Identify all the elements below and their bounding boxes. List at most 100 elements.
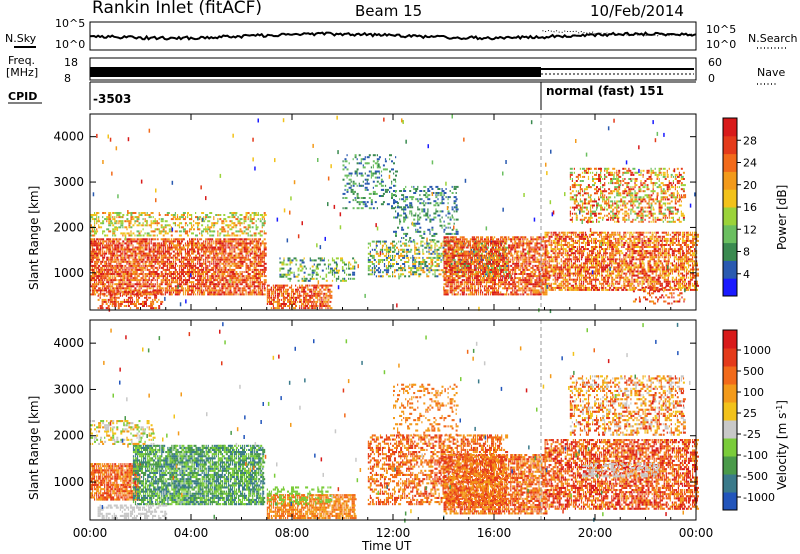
heatmap-cell bbox=[209, 260, 211, 263]
heatmap-cell bbox=[160, 293, 163, 296]
heatmap-cell bbox=[142, 234, 145, 237]
heatmap-cell bbox=[261, 283, 265, 286]
heatmap-cell bbox=[396, 263, 399, 265]
heatmap-cell bbox=[331, 259, 335, 262]
heatmap-cell bbox=[483, 285, 487, 288]
heatmap-cell bbox=[492, 262, 495, 265]
heatmap-cell bbox=[229, 258, 231, 261]
heatmap-cell bbox=[321, 303, 325, 305]
heatmap-cell bbox=[178, 281, 181, 284]
heatmap-cell bbox=[502, 287, 506, 290]
heatmap-cell bbox=[110, 214, 112, 216]
heatmap-cell bbox=[327, 263, 330, 266]
heatmap-cell bbox=[189, 214, 192, 216]
heatmap-cell bbox=[100, 238, 103, 241]
heatmap-cell bbox=[221, 248, 224, 251]
heatmap-cell bbox=[323, 298, 325, 301]
heatmap-cell bbox=[443, 279, 447, 282]
heatmap-cell bbox=[100, 226, 103, 229]
heatmap-cell bbox=[490, 250, 493, 253]
heatmap-cell bbox=[490, 248, 492, 251]
heatmap-cell bbox=[199, 216, 202, 219]
heatmap-cell bbox=[213, 271, 216, 273]
heatmap-cell bbox=[451, 185, 453, 188]
heatmap-cell bbox=[483, 281, 486, 284]
heatmap-cell bbox=[223, 283, 226, 286]
heatmap-cell bbox=[118, 216, 122, 219]
heatmap-cell bbox=[144, 254, 148, 257]
heatmap-cell bbox=[255, 254, 259, 257]
heatmap-cell bbox=[128, 238, 132, 241]
heatmap-cell bbox=[217, 214, 220, 216]
heatmap-cell bbox=[455, 254, 457, 257]
heatmap-cell bbox=[136, 252, 139, 255]
heatmap-cell bbox=[419, 190, 423, 192]
heatmap-cell bbox=[94, 252, 97, 255]
heatmap-cell bbox=[118, 271, 120, 273]
heatmap-cell bbox=[187, 281, 189, 284]
heatmap-cell bbox=[465, 273, 467, 275]
heatmap-cell bbox=[158, 214, 161, 216]
heatmap-cell bbox=[128, 258, 130, 261]
heatmap-cell bbox=[457, 258, 461, 261]
heatmap-cell bbox=[453, 240, 455, 243]
heatmap-cell bbox=[255, 248, 258, 251]
heatmap-cell bbox=[483, 279, 487, 282]
heatmap-cell bbox=[325, 279, 328, 282]
heatmap-cell bbox=[492, 277, 495, 280]
heatmap-cell bbox=[255, 224, 257, 227]
heatmap-cell bbox=[325, 267, 327, 270]
heatmap-cell bbox=[307, 279, 311, 282]
heatmap-cell bbox=[94, 228, 96, 231]
heatmap-cell bbox=[287, 257, 291, 260]
heatmap-cell bbox=[447, 279, 450, 282]
heatmap-cell bbox=[482, 248, 486, 251]
freq-strip: Freq. [MHz] 18 8 60 0 Nave bbox=[6, 54, 785, 85]
heatmap-cell bbox=[303, 288, 306, 291]
heatmap-cell bbox=[160, 292, 162, 295]
heatmap-cell bbox=[447, 210, 450, 213]
heatmap-cell bbox=[180, 256, 184, 259]
heatmap-cell bbox=[187, 234, 189, 237]
heatmap-cell bbox=[457, 275, 461, 278]
heatmap-cell bbox=[134, 256, 137, 259]
heatmap-cell bbox=[154, 279, 156, 282]
heatmap-cell bbox=[445, 289, 448, 292]
heatmap-cell bbox=[251, 289, 255, 292]
heatmap-cell bbox=[106, 238, 110, 241]
heatmap-cell bbox=[152, 234, 156, 237]
heatmap-cell bbox=[172, 258, 174, 261]
heatmap-cell bbox=[235, 224, 238, 227]
heatmap-cell bbox=[123, 298, 125, 301]
heatmap-cell bbox=[215, 240, 218, 243]
heatmap-cell bbox=[195, 242, 198, 245]
heatmap-cell bbox=[180, 240, 183, 243]
heatmap-cell bbox=[253, 275, 257, 278]
heatmap-cell bbox=[229, 287, 232, 290]
heatmap-cell bbox=[215, 285, 219, 288]
heatmap-cell bbox=[191, 273, 193, 275]
heatmap-cell bbox=[445, 293, 449, 296]
heatmap-cell bbox=[414, 244, 416, 247]
heatmap-cell bbox=[162, 262, 166, 265]
heatmap-cell bbox=[395, 180, 397, 183]
heatmap-cell bbox=[231, 234, 233, 237]
heatmap-cell bbox=[479, 266, 482, 269]
heatmap-cell bbox=[478, 256, 481, 259]
heatmap-cell bbox=[158, 291, 161, 294]
heatmap-cell bbox=[272, 288, 274, 291]
heatmap-cell bbox=[385, 265, 388, 268]
heatmap-cell bbox=[180, 287, 183, 290]
heatmap-cell bbox=[128, 254, 131, 257]
heatmap-cell bbox=[126, 218, 129, 221]
heatmap-cell bbox=[162, 258, 164, 261]
heatmap-cell bbox=[98, 260, 100, 263]
heatmap-cell bbox=[158, 266, 160, 269]
heatmap-cell bbox=[443, 262, 446, 265]
heatmap-cell bbox=[454, 248, 458, 251]
heatmap-cell bbox=[369, 265, 371, 268]
heatmap-cell bbox=[394, 244, 396, 247]
heatmap-cell bbox=[293, 298, 295, 301]
heatmap-cell bbox=[126, 260, 129, 263]
heatmap-cell bbox=[261, 264, 265, 267]
